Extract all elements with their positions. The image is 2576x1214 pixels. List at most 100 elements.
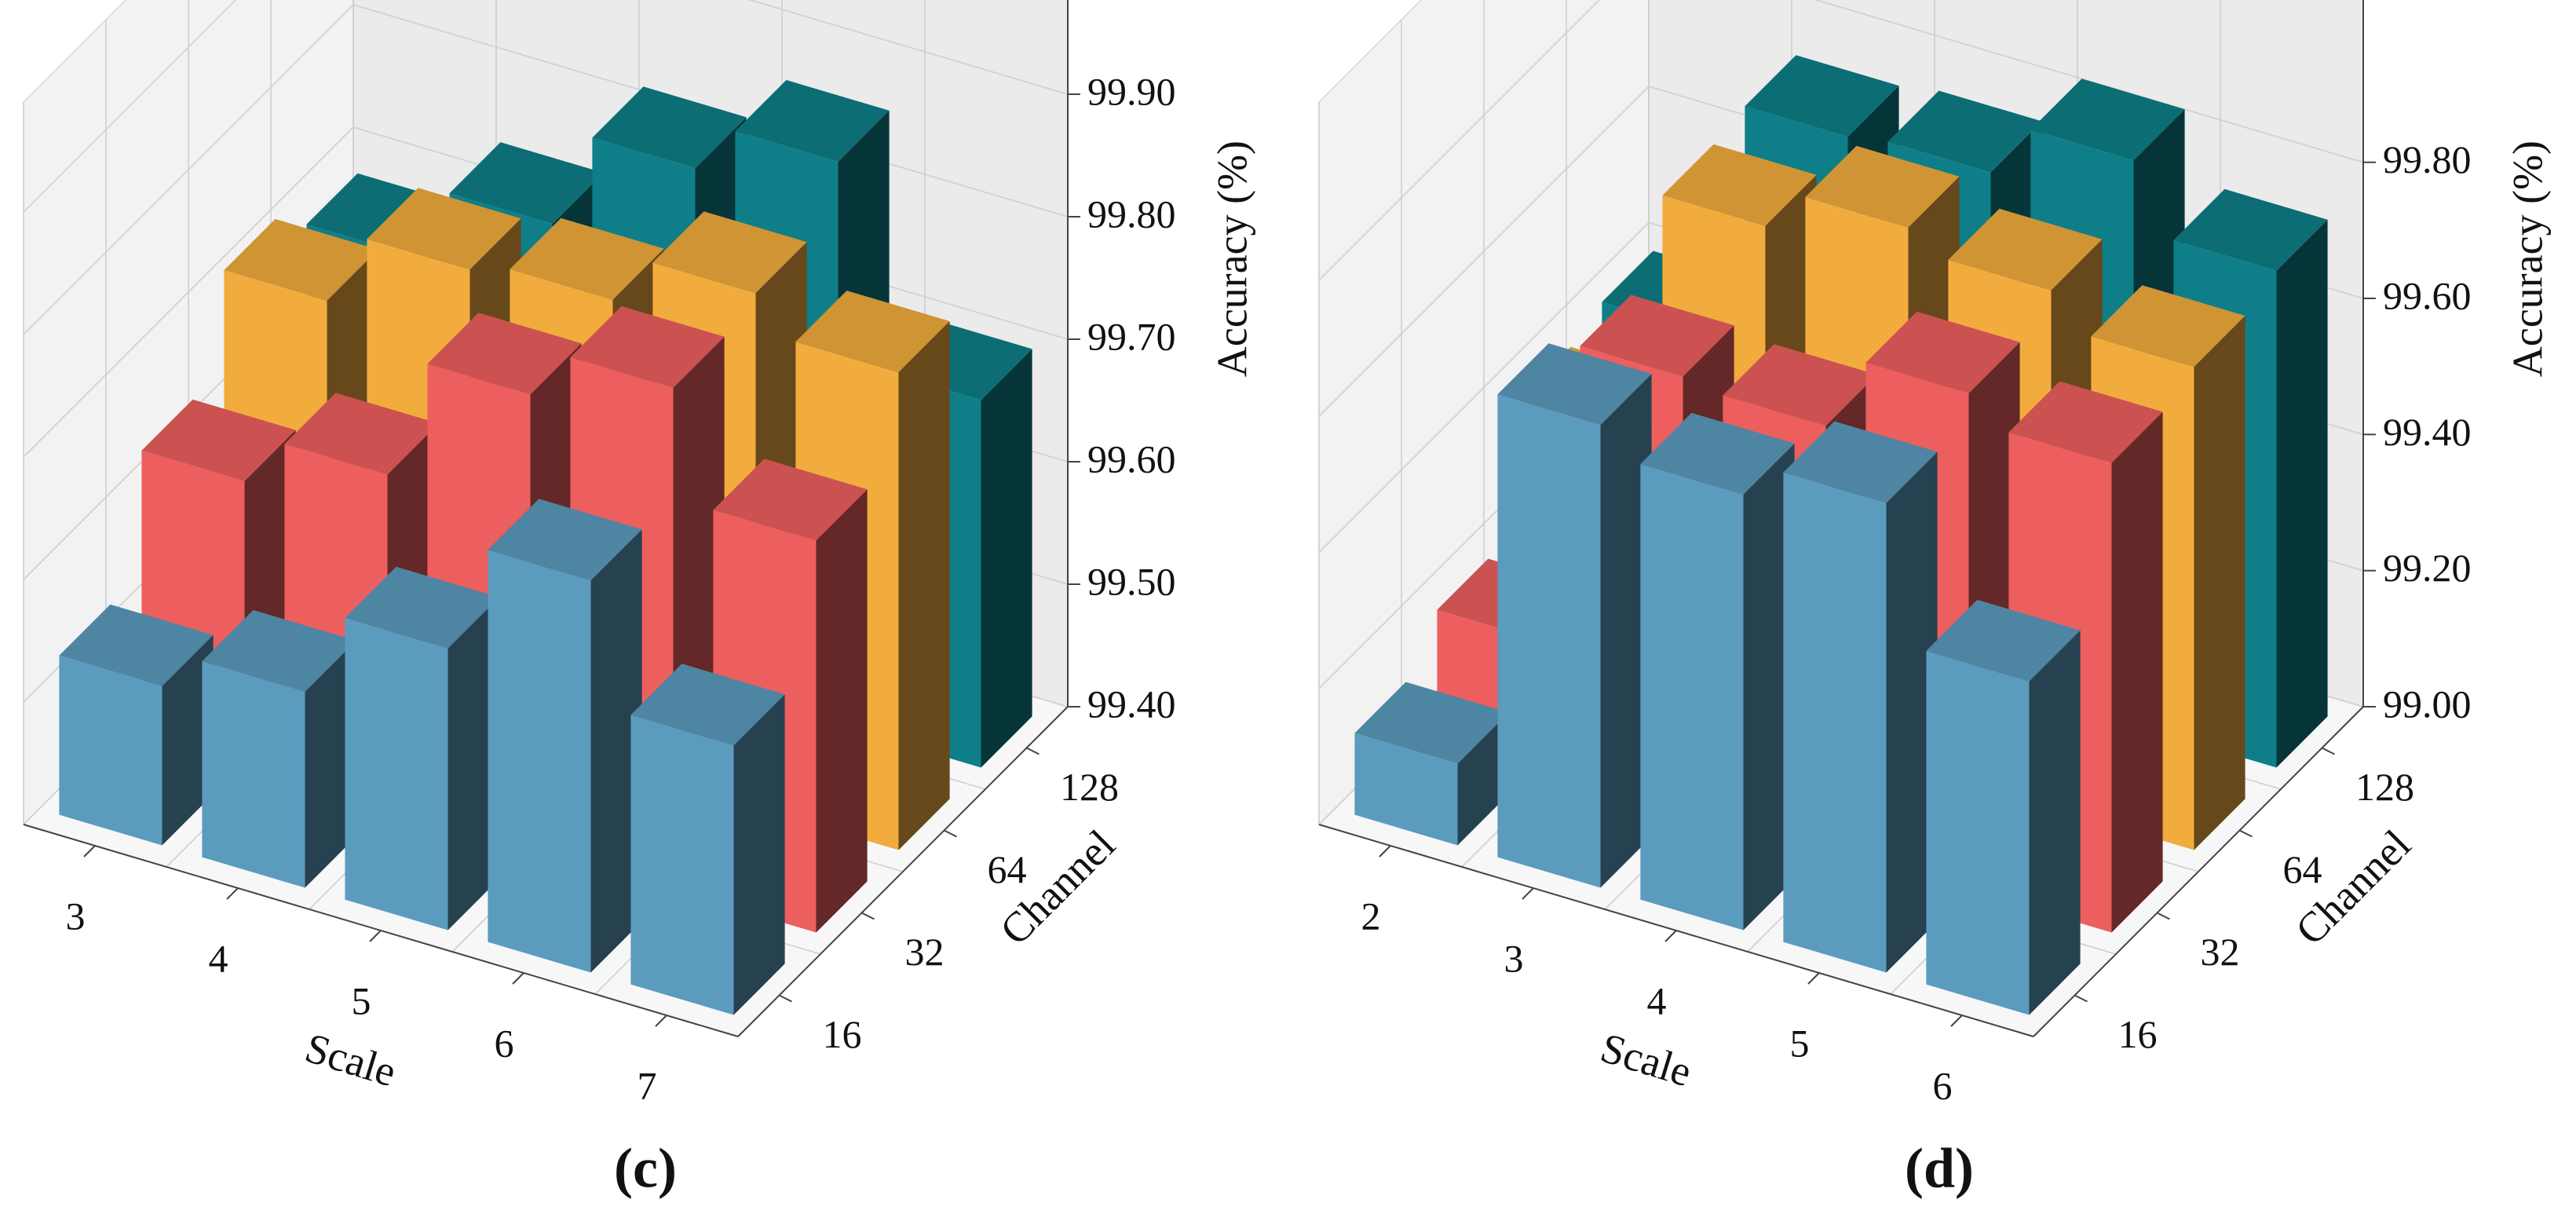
bar-face-top (592, 86, 747, 169)
bar-face-top (202, 609, 356, 692)
bar-face-top (1926, 599, 2081, 682)
bar-face-top (1580, 294, 1734, 377)
x-tick-label: 6 (1933, 1063, 1953, 1107)
bar-face-top (2091, 285, 2245, 367)
z-tick-label: 99.90 (1087, 69, 1176, 113)
bar-16-3 (1497, 343, 1652, 888)
bar-face-side (816, 489, 868, 933)
z-axis-label: Accuracy (%) (2504, 141, 2551, 377)
bar-face-top (1745, 55, 1899, 137)
bar-face-side (898, 321, 950, 850)
panel-label: (d) (1905, 1137, 1974, 1200)
bar-16-4 (1640, 412, 1795, 931)
y-tick-label: 32 (2201, 930, 2240, 974)
y-tick-label: 128 (2355, 765, 2414, 809)
bar-face-top (1640, 412, 1795, 495)
bar-face-front (345, 617, 448, 931)
bar-face-side (1600, 374, 1652, 888)
bar-face-top (449, 142, 604, 225)
panel-label: (c) (614, 1137, 677, 1200)
bar-16-2 (1354, 682, 1509, 846)
y-tick-label: 16 (823, 1012, 862, 1056)
bar-face-top (1865, 311, 2020, 393)
z-tick-label: 99.00 (2383, 682, 2472, 726)
z-tick-label: 99.50 (1087, 559, 1176, 603)
bar-16-3 (59, 604, 214, 846)
bar-face-top (795, 291, 950, 373)
bar-face-front (1783, 472, 1887, 973)
z-tick-label: 99.70 (1087, 314, 1176, 358)
bar-face-front (1926, 650, 2030, 1015)
bar-face-top (59, 604, 214, 686)
y-tick-label: 64 (988, 847, 1027, 891)
z-tick-label: 99.60 (2383, 273, 2472, 317)
bar-16-7 (630, 664, 785, 1015)
z-tick-label: 99.20 (2383, 546, 2472, 590)
bar-face-front (202, 661, 305, 888)
z-tick-label: 99.80 (1087, 192, 1176, 236)
bar-face-side (162, 634, 214, 846)
bar-face-top (427, 313, 582, 395)
bar-face-top (367, 188, 521, 270)
x-tick-label: 3 (1504, 936, 1524, 980)
tick-y (779, 994, 792, 1003)
tick-x (1522, 887, 1534, 900)
bar-face-side (981, 349, 1032, 768)
bar-face-side (590, 529, 642, 973)
bar-face-top (284, 393, 439, 475)
bar-face-top (630, 664, 785, 746)
bar-face-top (1783, 421, 1938, 503)
x-tick-label: 4 (1647, 978, 1667, 1022)
tick-y (861, 912, 875, 920)
bar-face-top (345, 566, 499, 649)
x-tick-label: 7 (638, 1063, 657, 1107)
z-tick-label: 99.40 (2383, 410, 2472, 454)
y-tick-label: 128 (1060, 765, 1119, 809)
bar-face-top (141, 399, 296, 481)
tick-y (2322, 747, 2335, 755)
x-tick-label: 3 (66, 894, 86, 938)
y-tick-label: 64 (2283, 847, 2322, 891)
bar-16-6 (488, 499, 642, 973)
tick-y (2074, 994, 2088, 1003)
bar-face-top (713, 459, 868, 541)
bar-16-5 (1783, 421, 1938, 973)
bar-face-side (733, 694, 785, 1015)
bar-face-front (59, 655, 163, 846)
bar-face-top (1662, 144, 1817, 226)
bar-face-front (1354, 733, 1458, 846)
bar-face-front (488, 550, 591, 973)
bar-face-side (2276, 219, 2328, 768)
x-tick-label: 2 (1361, 894, 1381, 938)
tick-y (944, 829, 957, 838)
x-tick-label: 6 (495, 1021, 514, 1065)
bar-face-side (448, 597, 499, 931)
z-axis-label: Accuracy (%) (1208, 141, 1255, 377)
gridline-z (747, 0, 1069, 95)
z-tick-label: 99.40 (1087, 682, 1176, 726)
bar-face-side (305, 640, 356, 888)
bar-face-top (1948, 208, 2103, 291)
bar-face-side (1457, 712, 1509, 846)
bar-face-top (1354, 682, 1509, 764)
tick-y (2157, 912, 2170, 920)
bar-face-top (2030, 79, 2185, 161)
bar-face-side (2111, 411, 2163, 933)
bar-16-4 (202, 609, 356, 888)
tick-y (1026, 747, 1040, 755)
bar-face-side (2029, 630, 2081, 1015)
axis-y (737, 706, 1069, 1037)
y-tick-label: 16 (2118, 1012, 2158, 1056)
bar-face-front (1497, 394, 1601, 888)
axis-y (2033, 706, 2364, 1037)
bar-face-front (630, 715, 734, 1015)
bar-face-side (1886, 452, 1938, 973)
tick-x (655, 1015, 667, 1027)
tick-x (369, 930, 382, 942)
bar-face-side (2194, 316, 2245, 850)
x-tick-label: 5 (352, 978, 371, 1022)
y-tick-label: 32 (905, 930, 945, 974)
